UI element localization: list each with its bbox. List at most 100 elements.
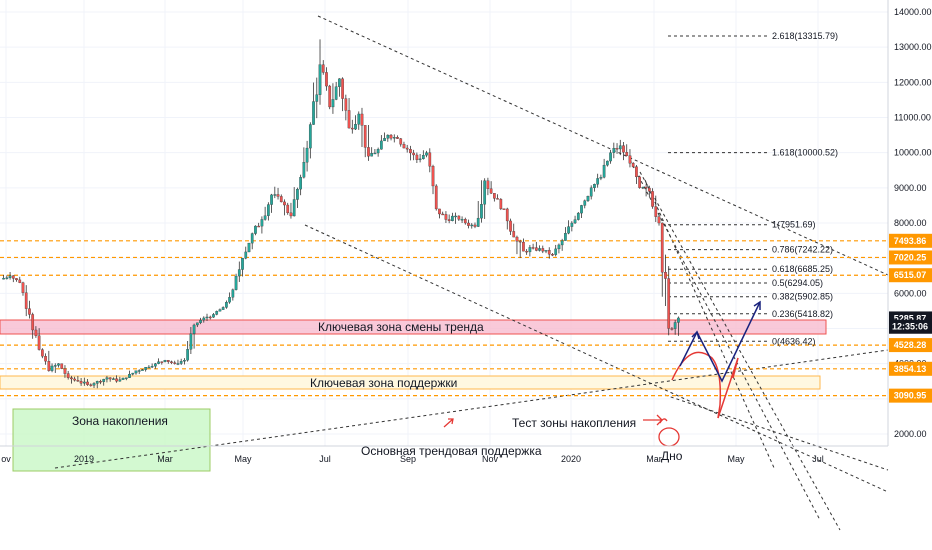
price-levels [0, 240, 888, 397]
candle-body [612, 148, 616, 153]
candle-body [589, 187, 593, 197]
candle-body [150, 365, 154, 368]
candle-body [451, 215, 454, 222]
candle-body [505, 208, 509, 222]
candle-body [192, 324, 196, 334]
candle-body [231, 289, 235, 298]
candle-body [37, 335, 41, 350]
candle-body [208, 316, 212, 319]
candle-body [499, 199, 503, 209]
y-tick-label: 11000.00 [894, 113, 931, 123]
candle-body [86, 381, 89, 385]
candle-body [112, 378, 115, 380]
price-badge-text: 5285.87 [894, 313, 927, 323]
candle-body [493, 193, 496, 199]
candle-body [467, 222, 470, 226]
candle-body [564, 233, 567, 241]
candle-body [163, 359, 167, 362]
candle-body [618, 145, 622, 150]
candle-body [99, 381, 102, 383]
fib-label: 0.5(6294.05) [772, 278, 823, 288]
candle-body [580, 205, 583, 214]
candle-body [489, 188, 493, 194]
candle-body [399, 138, 403, 145]
candle-body [606, 160, 609, 166]
x-tick-label: ov [1, 454, 11, 464]
trendline-main-support [54, 349, 889, 469]
x-tick-label: May [234, 454, 252, 464]
candle-body [160, 361, 164, 363]
accumulation-zone-label: Зона накопления [72, 414, 168, 428]
candle-body [228, 297, 231, 303]
candle-body [157, 361, 160, 364]
candle-body [202, 317, 206, 321]
candle-body [438, 208, 441, 215]
candle-body [586, 196, 590, 201]
drawn-path-red [671, 351, 722, 419]
candle-body [444, 214, 448, 220]
candle-body [186, 349, 189, 361]
candle-body [147, 366, 151, 369]
candle-body [118, 379, 122, 382]
candle-body [357, 113, 361, 125]
candle-body [89, 384, 93, 386]
candle-body [124, 377, 128, 379]
fib-label: 0.236(5418.82) [772, 309, 833, 319]
candle-body [321, 64, 325, 73]
candle-body [270, 194, 273, 205]
candle-body [383, 138, 386, 142]
trend-change-zone [0, 319, 827, 335]
candle-body [376, 148, 380, 154]
fib-label: 0.618(6685.25) [772, 264, 833, 274]
candle-body [154, 363, 157, 367]
projection-paths [443, 300, 761, 447]
fib-label: 0.382(5902.85) [772, 292, 833, 302]
x-axis[interactable]: ov 2019 Mar May Jul Sep Nov 2020 Mar May Jul [1, 454, 824, 464]
candle-body [95, 381, 99, 384]
candle-body [334, 86, 338, 100]
candle-body [176, 363, 180, 365]
candle-body [241, 258, 244, 270]
candle-body [341, 78, 344, 99]
y-tick-label: 8000.00 [894, 218, 927, 228]
candle-body [115, 378, 118, 382]
candle-body [367, 147, 370, 157]
candle-body [441, 213, 445, 216]
candle-body [609, 152, 612, 162]
candle-body [405, 147, 409, 150]
candle-body [212, 314, 215, 318]
fib-label: 0.786(7242.22) [772, 245, 833, 255]
fib-label: 2.618(13315.79) [772, 31, 838, 41]
main-trend-support-label: Основная трендовая поддержка [361, 444, 542, 458]
candle-body [286, 204, 290, 214]
candle-body [221, 307, 225, 310]
arrowhead-2 [753, 300, 761, 310]
candle-body [105, 377, 109, 380]
candle-body [409, 148, 412, 154]
candle-body [247, 242, 251, 253]
candle-body [218, 309, 222, 312]
candle-body [518, 240, 522, 243]
candle-body [189, 333, 193, 350]
candle-body [2, 277, 5, 280]
trend-lines [54, 15, 889, 531]
candle-body [534, 247, 538, 251]
candle-body [389, 134, 393, 139]
candle-body [531, 247, 535, 249]
candle-body [370, 153, 374, 157]
candle-body [24, 292, 28, 309]
trend-change-zone-label: Ключевая зона смены тренда [318, 320, 484, 334]
candle-body [318, 64, 322, 95]
candle-body [515, 236, 519, 242]
candle-body [267, 204, 270, 216]
candle-body [34, 329, 38, 336]
candle-body [141, 369, 144, 371]
candle-body [635, 166, 638, 178]
projection-path-blue [679, 301, 761, 383]
candle-body [434, 185, 438, 210]
candle-body [92, 383, 96, 386]
candle-body [557, 244, 561, 250]
candle-body [195, 322, 199, 326]
candle-body [50, 365, 54, 371]
